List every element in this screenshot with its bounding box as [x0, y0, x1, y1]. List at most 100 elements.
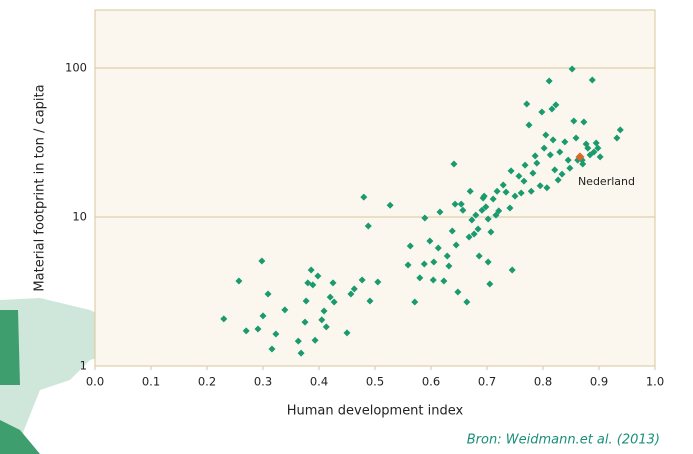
x-tick-label: 0.9 [590, 375, 608, 389]
point [421, 214, 429, 222]
point [484, 215, 492, 223]
point [568, 65, 576, 73]
point [590, 148, 598, 156]
point [538, 108, 546, 116]
point [613, 134, 621, 142]
point [272, 330, 280, 338]
point [551, 166, 559, 174]
highlight-point [575, 152, 585, 162]
point [406, 242, 414, 250]
point [543, 184, 551, 192]
point [314, 272, 322, 280]
point [525, 121, 533, 129]
point [301, 318, 309, 326]
point [404, 261, 412, 269]
x-tick-label: 0.7 [478, 375, 496, 389]
point [511, 192, 519, 200]
point [542, 131, 550, 139]
point [220, 315, 228, 323]
point [436, 208, 444, 216]
point [364, 222, 372, 230]
point [307, 266, 315, 274]
point [475, 252, 483, 260]
point [482, 203, 490, 211]
point [451, 200, 459, 208]
point [502, 188, 510, 196]
point [472, 211, 480, 219]
point [466, 187, 474, 195]
point [570, 117, 578, 125]
point [386, 201, 394, 209]
point [616, 126, 624, 134]
y-axis-title: Material footprint in ton / capita [33, 84, 48, 291]
point [450, 160, 458, 168]
point [484, 258, 492, 266]
point [584, 144, 592, 152]
point [579, 160, 587, 168]
point [536, 182, 544, 190]
point [281, 306, 289, 314]
point [429, 276, 437, 284]
x-tick-label: 0.1 [142, 375, 160, 389]
point [443, 252, 451, 260]
point [546, 151, 554, 159]
point [326, 293, 334, 301]
point [374, 278, 382, 286]
point [366, 297, 374, 305]
point [360, 193, 368, 201]
x-axis-title: Human development index [287, 404, 464, 419]
y-tick-label: 100 [65, 60, 87, 74]
point [430, 258, 438, 266]
point [440, 277, 448, 285]
point [268, 345, 276, 353]
x-tick-label: 0.5 [366, 375, 384, 389]
point [294, 337, 302, 345]
point [322, 323, 330, 331]
x-tick-label: 0.4 [310, 375, 328, 389]
point [507, 167, 515, 175]
point [495, 207, 503, 215]
point [549, 136, 557, 144]
point [545, 77, 553, 85]
point [531, 152, 539, 160]
point [596, 153, 604, 161]
point [548, 105, 556, 113]
point [411, 298, 419, 306]
point [311, 336, 319, 344]
x-tick-label: 0.3 [254, 375, 272, 389]
y-tick-label: 10 [72, 209, 87, 223]
point [566, 164, 574, 172]
point [320, 307, 328, 315]
source: Bron: Weidmann.et al. (2013) [467, 433, 660, 448]
x-tick-label: 0.8 [534, 375, 552, 389]
point [420, 260, 428, 268]
point [468, 216, 476, 224]
point [523, 100, 531, 108]
point [448, 227, 456, 235]
point [552, 101, 560, 109]
y-tick-label: 1 [80, 359, 87, 373]
point [302, 297, 310, 305]
point [259, 312, 267, 320]
point [508, 266, 516, 274]
point [242, 327, 250, 335]
point [489, 195, 497, 203]
point [521, 161, 529, 169]
point [556, 148, 564, 156]
point [459, 206, 467, 214]
point [454, 288, 462, 296]
point [347, 290, 355, 298]
plot-area [94, 9, 656, 367]
x-tick-label: 1.0 [646, 375, 664, 389]
point [506, 204, 514, 212]
point [457, 200, 465, 208]
point [527, 187, 535, 195]
point [470, 230, 478, 238]
point [561, 138, 569, 146]
x-tick-label: 0.2 [198, 375, 216, 389]
point [554, 176, 562, 184]
point [487, 228, 495, 236]
point [358, 276, 366, 284]
point [480, 192, 488, 200]
